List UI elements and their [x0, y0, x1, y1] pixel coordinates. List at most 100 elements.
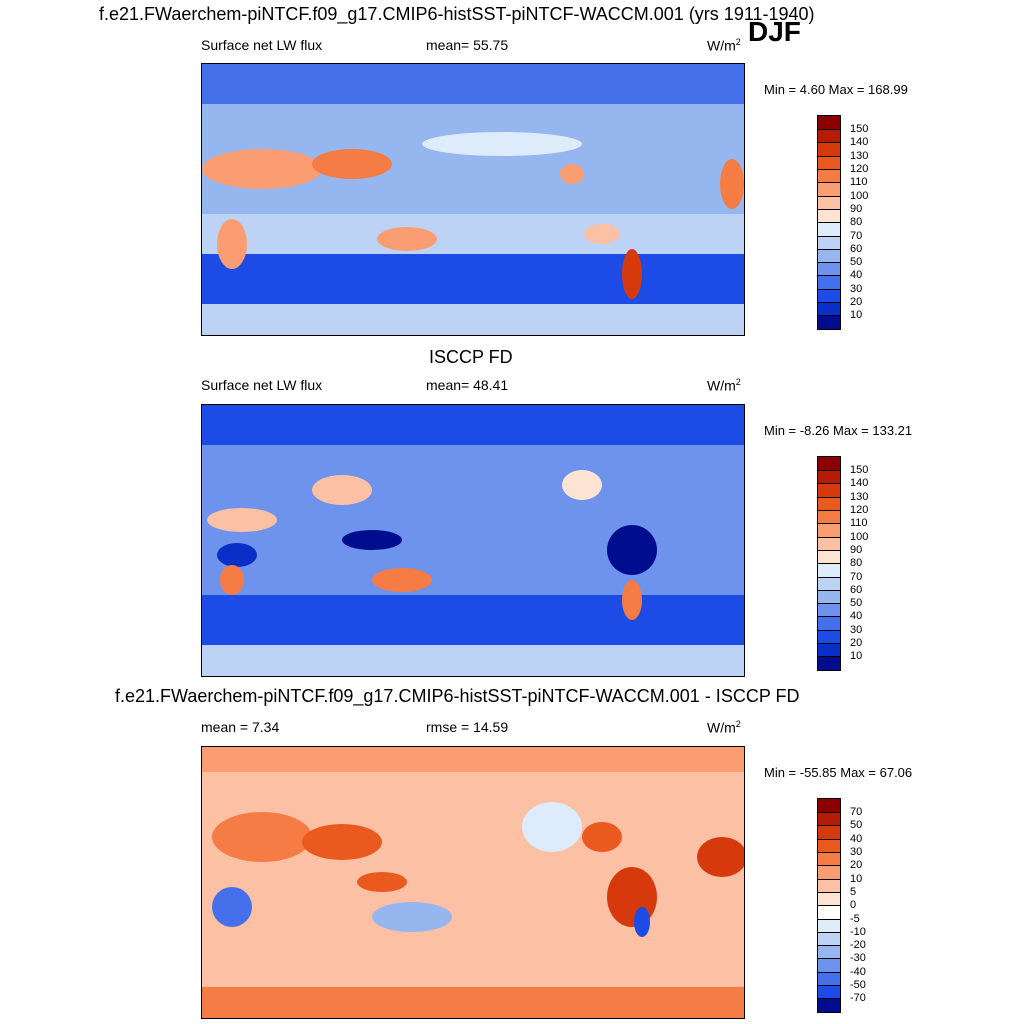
panel3-mean-label: mean = 7.34 [201, 719, 280, 735]
colorbar-tick-label: 150 [850, 123, 869, 135]
colorbar-box [818, 657, 840, 671]
colorbar-box [818, 183, 840, 197]
colorbar-box [818, 263, 840, 277]
colorbar-box [818, 577, 840, 591]
colorbar-box [818, 932, 840, 947]
panel2-title: ISCCP FD [429, 347, 513, 367]
colorbar-tick-label: 130 [850, 490, 869, 503]
colorbar-tick-label: 10 [850, 309, 863, 322]
colorbar-tick-label: 30 [850, 623, 863, 636]
colorbar-box [818, 590, 840, 605]
colorbar-tick-label: 30 [850, 846, 863, 858]
colorbar-box [818, 972, 840, 987]
colorbar-tick-label: 120 [850, 504, 869, 516]
colorbar-box [818, 826, 840, 840]
panel3-title: f.e21.FWaerchem-piNTCF.f09_g17.CMIP6-his… [115, 686, 800, 706]
colorbar-box [818, 511, 840, 525]
colorbar-box [818, 853, 840, 867]
colorbar-box [818, 630, 840, 645]
colorbar-tick-label: -5 [850, 912, 860, 925]
panel2-units: W/m2 [707, 377, 741, 394]
colorbar-box [818, 799, 840, 814]
colorbar-box [818, 839, 840, 854]
colorbar-box [818, 892, 840, 907]
colorbar-tick-label: 110 [850, 176, 868, 189]
panel1-colorbar [817, 115, 841, 330]
panel1-mean-label: mean= 55.75 [426, 37, 509, 53]
colorbar-box [818, 617, 840, 631]
colorbar-tick-label: 10 [850, 650, 863, 663]
colorbar-tick-label: 50 [850, 597, 863, 610]
colorbar-box [818, 196, 840, 210]
colorbar-tick-label: 10 [850, 872, 863, 885]
colorbar-box [818, 564, 840, 578]
colorbar-box [818, 879, 840, 893]
colorbar-tick-label: 100 [850, 530, 869, 543]
colorbar-box [818, 946, 840, 960]
colorbar-tick-label: -10 [850, 925, 866, 938]
colorbar-tick-label: 140 [850, 477, 869, 490]
colorbar-box [818, 644, 840, 658]
colorbar-tick-label: -40 [850, 965, 866, 978]
colorbar-tick-label: 40 [850, 832, 863, 845]
panel2-map [201, 404, 745, 677]
colorbar-box [818, 986, 840, 1000]
colorbar-box [818, 156, 840, 171]
colorbar-box [818, 484, 840, 498]
colorbar-tick-label: 70 [850, 229, 863, 242]
colorbar-tick-label: -70 [850, 992, 866, 1005]
panel2-variable-label: Surface net LW flux [201, 377, 323, 393]
colorbar-box [818, 289, 840, 304]
colorbar-tick-label: 50 [850, 819, 863, 832]
colorbar-box [818, 959, 840, 973]
colorbar-tick-label: 0 [850, 899, 857, 912]
colorbar-tick-label: 90 [850, 202, 863, 215]
colorbar-box [818, 497, 840, 512]
colorbar-tick-label: 110 [850, 517, 868, 530]
colorbar-tick-label: 60 [850, 242, 863, 255]
season-label: DJF [748, 16, 801, 47]
colorbar-tick-label: 30 [850, 282, 863, 295]
colorbar-tick-label: 40 [850, 610, 863, 623]
colorbar-box [818, 906, 840, 920]
colorbar-tick-label: 20 [850, 296, 863, 308]
colorbar-box [818, 537, 840, 551]
panel2-mean-label: mean= 48.41 [426, 377, 509, 393]
colorbar-box [818, 236, 840, 250]
panel1-units: W/m2 [707, 37, 741, 54]
colorbar-box [818, 303, 840, 317]
panel1-main-title: f.e21.FWaerchem-piNTCF.f09_g17.CMIP6-his… [99, 4, 815, 24]
colorbar-tick-label: 80 [850, 557, 863, 570]
colorbar-box [818, 471, 840, 485]
colorbar-box [818, 813, 840, 827]
panel1-variable-label: Surface net LW flux [201, 37, 323, 53]
colorbar-tick-label: -20 [850, 939, 866, 952]
colorbar-box [818, 170, 840, 184]
colorbar-tick-label: 50 [850, 256, 863, 269]
colorbar-box [818, 209, 840, 224]
panel3-colorbar [817, 798, 841, 1013]
colorbar-box [818, 143, 840, 157]
colorbar-box [818, 249, 840, 264]
panel1-minmax: Min = 4.60 Max = 168.99 [764, 82, 908, 97]
colorbar-tick-label: -30 [850, 952, 866, 965]
colorbar-box [818, 316, 840, 330]
colorbar-box [818, 999, 840, 1013]
colorbar-tick-label: 130 [850, 149, 869, 162]
colorbar-tick-label: 120 [850, 163, 869, 175]
panel1-map-field [202, 64, 744, 335]
colorbar-tick-label: -50 [850, 979, 866, 991]
colorbar-tick-label: 100 [850, 189, 869, 202]
panel3-rmse-label: rmse = 14.59 [426, 719, 509, 735]
colorbar-box [818, 116, 840, 131]
colorbar-tick-label: 80 [850, 216, 863, 229]
colorbar-tick-label: 40 [850, 269, 863, 282]
colorbar-tick-label: 140 [850, 136, 869, 149]
colorbar-tick-label: 70 [850, 570, 863, 583]
colorbar-box [818, 524, 840, 538]
colorbar-box [818, 550, 840, 565]
colorbar-tick-label: 90 [850, 543, 863, 556]
colorbar-tick-label: 5 [850, 885, 857, 898]
panel3-units: W/m2 [707, 719, 741, 736]
panel3-minmax: Min = -55.85 Max = 67.06 [764, 765, 913, 780]
